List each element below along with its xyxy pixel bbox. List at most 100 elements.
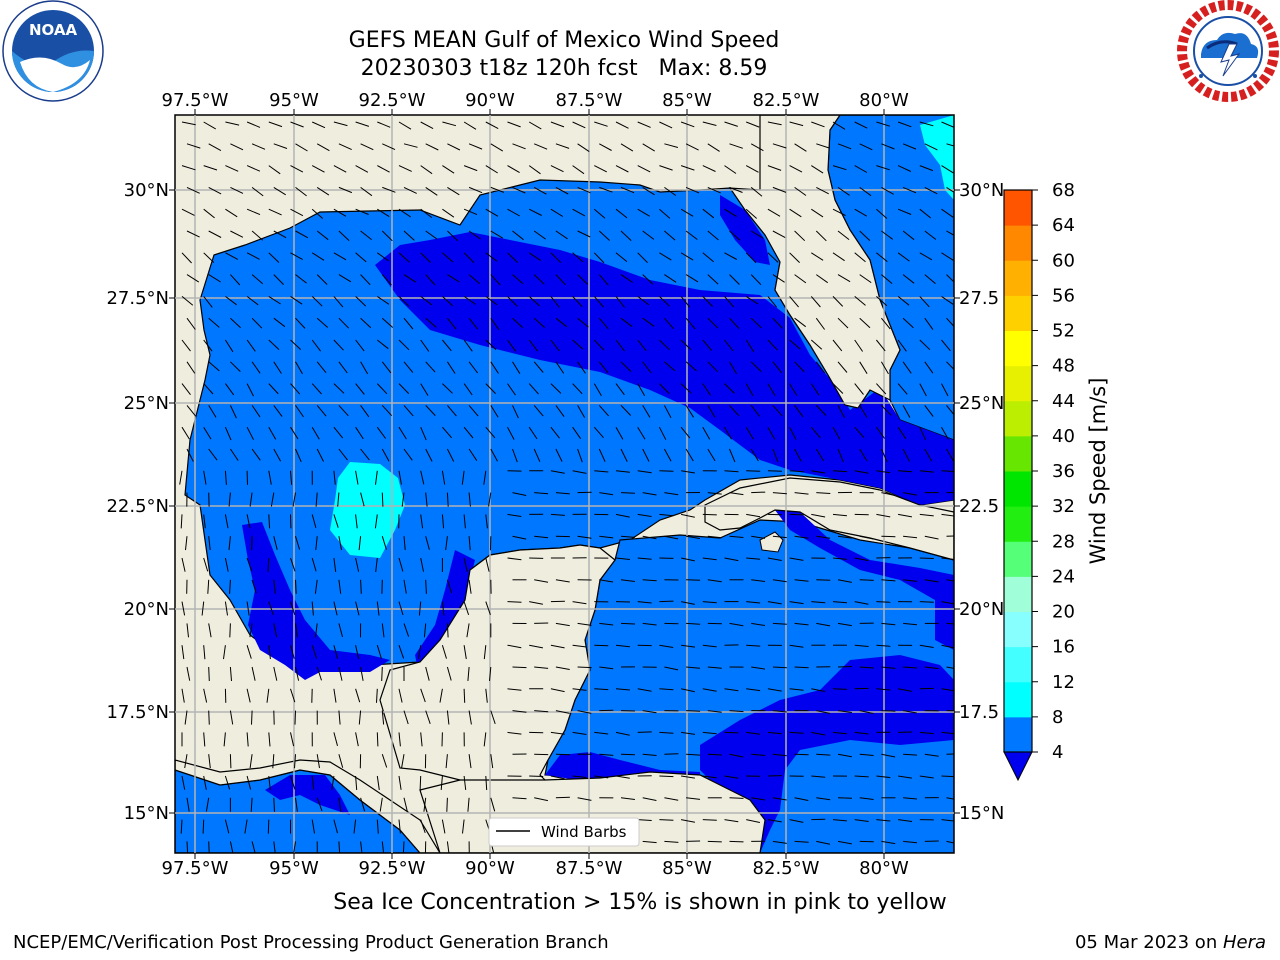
wind-barb bbox=[881, 535, 896, 538]
wind-barb bbox=[620, 317, 633, 328]
wind-barb bbox=[425, 274, 436, 286]
wind-barb bbox=[837, 143, 852, 150]
wind-barb bbox=[507, 339, 517, 352]
wind-barb bbox=[420, 819, 426, 834]
wind-barb bbox=[381, 841, 385, 853]
land-central-america bbox=[175, 759, 441, 853]
wind-barb bbox=[810, 426, 821, 439]
footer-credit: NCEP/EMC/Verification Post Processing Pr… bbox=[13, 932, 609, 953]
wind-barb bbox=[382, 186, 396, 193]
wind-barb bbox=[876, 252, 888, 262]
wind-barb bbox=[854, 819, 869, 822]
wind-barb bbox=[295, 623, 298, 638]
wind-barb bbox=[425, 492, 428, 507]
wind-barb bbox=[903, 579, 918, 582]
wind-barb bbox=[642, 230, 655, 240]
wind-barb bbox=[181, 339, 191, 352]
wind-barb bbox=[615, 339, 625, 352]
wind-barb bbox=[902, 361, 912, 374]
wind-barb bbox=[724, 426, 732, 440]
wind-barb bbox=[555, 753, 570, 756]
footer-host: Hera bbox=[1222, 932, 1266, 953]
wind-barb bbox=[659, 252, 672, 261]
wind-barb bbox=[201, 601, 205, 616]
wind-barb bbox=[598, 317, 609, 330]
wind-barb bbox=[229, 579, 231, 594]
wind-barb bbox=[664, 317, 674, 330]
wind-barb bbox=[854, 601, 869, 605]
wind-barb bbox=[186, 186, 200, 194]
wind-barb bbox=[403, 536, 406, 551]
wind-barb bbox=[685, 405, 694, 418]
wind-barb bbox=[338, 579, 342, 594]
wind-barb bbox=[225, 165, 239, 172]
noaa-logo: NOAA bbox=[2, 0, 104, 102]
wind-barb bbox=[463, 252, 475, 264]
wind-barb bbox=[946, 274, 954, 283]
wind-barb bbox=[642, 448, 650, 462]
wind-barb bbox=[794, 143, 807, 152]
wind-barb bbox=[859, 535, 874, 540]
wind-barb bbox=[338, 754, 344, 768]
wind-barb bbox=[707, 535, 722, 539]
wind-barb bbox=[572, 601, 587, 605]
wind-barb bbox=[772, 186, 787, 193]
wind-barb bbox=[507, 644, 522, 649]
wind-barb bbox=[533, 186, 547, 195]
wind-barb bbox=[685, 361, 697, 372]
wind-barb bbox=[273, 274, 284, 285]
wind-barb bbox=[620, 753, 636, 756]
wind-barb bbox=[941, 339, 951, 352]
wind-barb bbox=[490, 230, 504, 239]
wind-barb bbox=[854, 426, 865, 439]
wind-barb bbox=[360, 317, 372, 329]
wind-barb bbox=[794, 492, 809, 495]
wind-barb bbox=[268, 645, 271, 660]
wind-barb bbox=[876, 513, 891, 518]
wind-barb bbox=[225, 252, 239, 260]
wind-barb bbox=[268, 601, 274, 616]
chart-title: GEFS MEAN Gulf of Mexico Wind Speed 2023… bbox=[264, 27, 864, 83]
wind-barb bbox=[702, 601, 717, 604]
wind-barb bbox=[746, 601, 761, 604]
lon-label-bottom: 92.5°W bbox=[359, 858, 426, 879]
wind-barb bbox=[898, 513, 912, 518]
wind-barb bbox=[897, 296, 910, 306]
title-line-1: GEFS MEAN Gulf of Mexico Wind Speed bbox=[348, 28, 780, 53]
wind-barb bbox=[382, 143, 396, 151]
wind-barb bbox=[442, 339, 452, 352]
wind-barb bbox=[246, 732, 249, 747]
wind-barb bbox=[724, 252, 738, 260]
wind-barb bbox=[577, 405, 586, 418]
wind-barb bbox=[550, 252, 562, 264]
wind-barb bbox=[446, 666, 452, 681]
wind-barb bbox=[707, 230, 719, 241]
wind-barb bbox=[729, 274, 740, 285]
wind-barb bbox=[924, 579, 939, 583]
wind-barb bbox=[642, 840, 657, 844]
wind-barb bbox=[403, 143, 418, 148]
wind-barb bbox=[355, 557, 360, 572]
wind-barb bbox=[599, 666, 614, 670]
wind-barb bbox=[441, 645, 447, 659]
wind-barb bbox=[555, 666, 570, 670]
wind-barb bbox=[401, 492, 405, 507]
wind-barb bbox=[946, 186, 954, 193]
wind-barb bbox=[924, 143, 938, 151]
wind-barb bbox=[534, 666, 549, 669]
wind-barb bbox=[620, 230, 632, 241]
wind-barb bbox=[810, 296, 821, 308]
wind-barb bbox=[750, 274, 762, 286]
wind-barb bbox=[290, 775, 296, 790]
wind-barb bbox=[381, 405, 393, 417]
lon-label-bottom: 97.5°W bbox=[162, 858, 229, 879]
wind-barb bbox=[333, 339, 344, 351]
wind-barb bbox=[729, 492, 744, 496]
wind-barb bbox=[642, 492, 657, 496]
wind-barb bbox=[615, 644, 630, 648]
wind-barb bbox=[642, 535, 657, 540]
wind-barb bbox=[272, 754, 275, 769]
map-axis-labels: 97.5°W 97.5°W 95°W 95°W 92.5°W 92.5°W 90°W 90°W… bbox=[106, 90, 1004, 879]
colorbar-segment bbox=[1004, 716, 1032, 753]
